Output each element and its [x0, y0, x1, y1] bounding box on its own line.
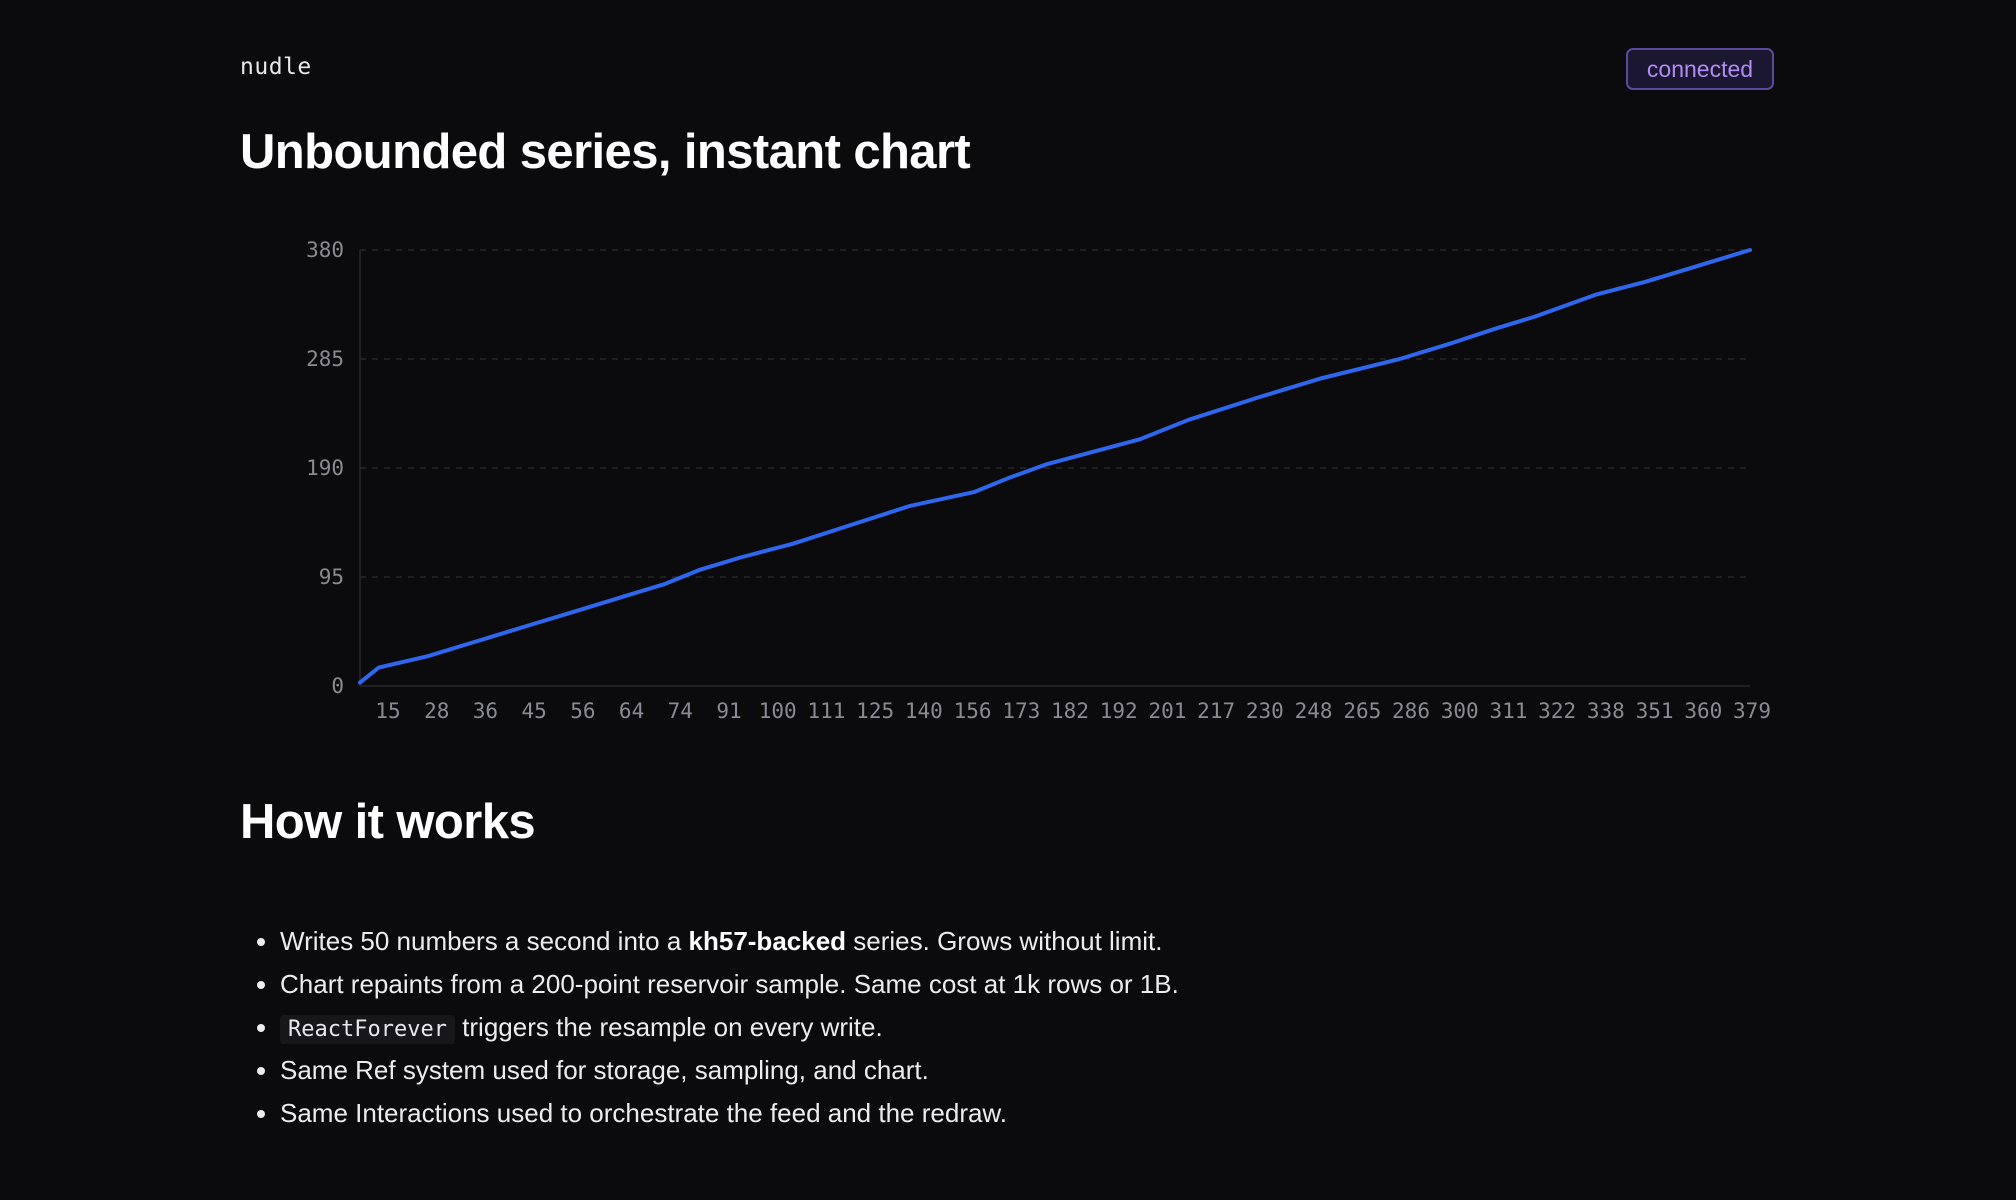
- data-point: [791, 542, 795, 546]
- brand-name[interactable]: nudle: [240, 54, 312, 80]
- item-text: Chart repaints from a 200-point reservoi…: [280, 969, 1179, 999]
- item-text: Same Interactions used to orchestrate th…: [280, 1098, 1007, 1128]
- list-item: ReactForever triggers the resample on ev…: [280, 1006, 1179, 1049]
- x-tick-label: 248: [1295, 699, 1333, 723]
- x-tick-label: 338: [1587, 699, 1625, 723]
- x-tick-label: 192: [1100, 699, 1138, 723]
- x-tick-label: 64: [619, 699, 644, 723]
- item-text-post: series. Grows without limit.: [846, 926, 1163, 956]
- data-point: [1254, 396, 1259, 400]
- x-tick-label: 311: [1489, 699, 1527, 723]
- data-point: [697, 568, 701, 572]
- data-point: [908, 504, 912, 508]
- data-point: [848, 523, 852, 527]
- data-point: [1043, 462, 1048, 467]
- data-point: [1138, 437, 1142, 441]
- x-tick-label: 217: [1197, 699, 1235, 723]
- data-point: [1077, 453, 1082, 457]
- x-tick-label: 286: [1392, 699, 1430, 723]
- line-chart: 0 95 190 285 380 15 28 36 45 56 64 74 91 100 111 125 14…: [306, 238, 1771, 723]
- data-point: [1318, 376, 1323, 381]
- x-tick-label: 182: [1051, 699, 1089, 723]
- y-axis: 0 95 190 285 380: [306, 238, 361, 698]
- x-tick-label: 91: [716, 699, 741, 723]
- x-tick-label: 156: [954, 699, 992, 723]
- x-tick-label: 379: [1733, 699, 1771, 723]
- x-tick-label: 111: [807, 699, 845, 723]
- data-point: [1748, 248, 1752, 252]
- x-tick-label: 28: [424, 699, 449, 723]
- x-tick-label: 45: [521, 699, 546, 723]
- data-point: [1187, 418, 1191, 422]
- x-axis: 15 28 36 45 56 64 74 91 100 111 125 140 156 173 182 192…: [375, 699, 1771, 723]
- series-line: [358, 248, 1752, 685]
- x-tick-label: 201: [1148, 699, 1186, 723]
- data-point: [1006, 476, 1010, 480]
- y-tick-label: 380: [306, 238, 344, 262]
- data-point: [599, 601, 603, 605]
- inline-code: ReactForever: [280, 1015, 455, 1044]
- data-point: [377, 666, 381, 670]
- x-tick-label: 173: [1002, 699, 1040, 723]
- data-point: [1492, 327, 1496, 331]
- x-tick-label: 56: [570, 699, 595, 723]
- data-point: [663, 582, 667, 586]
- y-tick-label: 285: [306, 347, 344, 371]
- data-point: [1450, 341, 1455, 345]
- x-tick-label: 265: [1343, 699, 1381, 723]
- y-tick-label: 0: [331, 674, 344, 698]
- data-point: [1533, 314, 1537, 319]
- data-point: [738, 555, 743, 560]
- x-tick-label: 351: [1636, 699, 1674, 723]
- item-text: Same Ref system used for storage, sampli…: [280, 1055, 929, 1085]
- data-point: [531, 622, 535, 626]
- status-badge: connected: [1626, 48, 1774, 90]
- chart-grid: [360, 249, 1750, 687]
- x-tick-label: 36: [473, 699, 498, 723]
- item-text-pre: Writes 50 numbers a second into a: [280, 926, 689, 956]
- data-point: [1398, 357, 1402, 361]
- x-tick-label: 230: [1246, 699, 1284, 723]
- x-tick-label: 360: [1684, 699, 1722, 723]
- data-point: [561, 613, 566, 617]
- x-tick-label: 300: [1441, 699, 1479, 723]
- x-tick-label: 125: [856, 699, 894, 723]
- list-item: Writes 50 numbers a second into a kh57-b…: [280, 920, 1179, 963]
- section-title-how-it-works: How it works: [240, 795, 536, 849]
- data-point: [972, 490, 976, 494]
- data-point: [1676, 270, 1681, 274]
- data-point: [1642, 280, 1647, 284]
- page-title: Unbounded series, instant chart: [240, 125, 971, 179]
- feature-list: Writes 50 numbers a second into a kh57-b…: [240, 920, 1179, 1135]
- list-item: Chart repaints from a 200-point reservoi…: [280, 963, 1179, 1006]
- item-text-bold: kh57-backed: [688, 926, 847, 956]
- data-point: [426, 654, 430, 658]
- x-tick-label: 100: [759, 699, 797, 723]
- chart-series: [358, 248, 1752, 685]
- x-tick-label: 15: [375, 699, 400, 723]
- y-tick-label: 95: [319, 565, 344, 589]
- data-point: [358, 680, 362, 685]
- x-tick-label: 140: [905, 699, 943, 723]
- item-text-post: triggers the resample on every write.: [454, 1012, 883, 1042]
- x-tick-label: 74: [668, 699, 693, 723]
- x-tick-label: 322: [1538, 699, 1576, 723]
- y-tick-label: 190: [306, 456, 344, 480]
- list-item: Same Ref system used for storage, sampli…: [280, 1049, 1179, 1092]
- list-item: Same Interactions used to orchestrate th…: [280, 1092, 1179, 1135]
- data-point: [456, 645, 460, 649]
- data-point: [1593, 293, 1598, 297]
- data-point: [490, 635, 494, 639]
